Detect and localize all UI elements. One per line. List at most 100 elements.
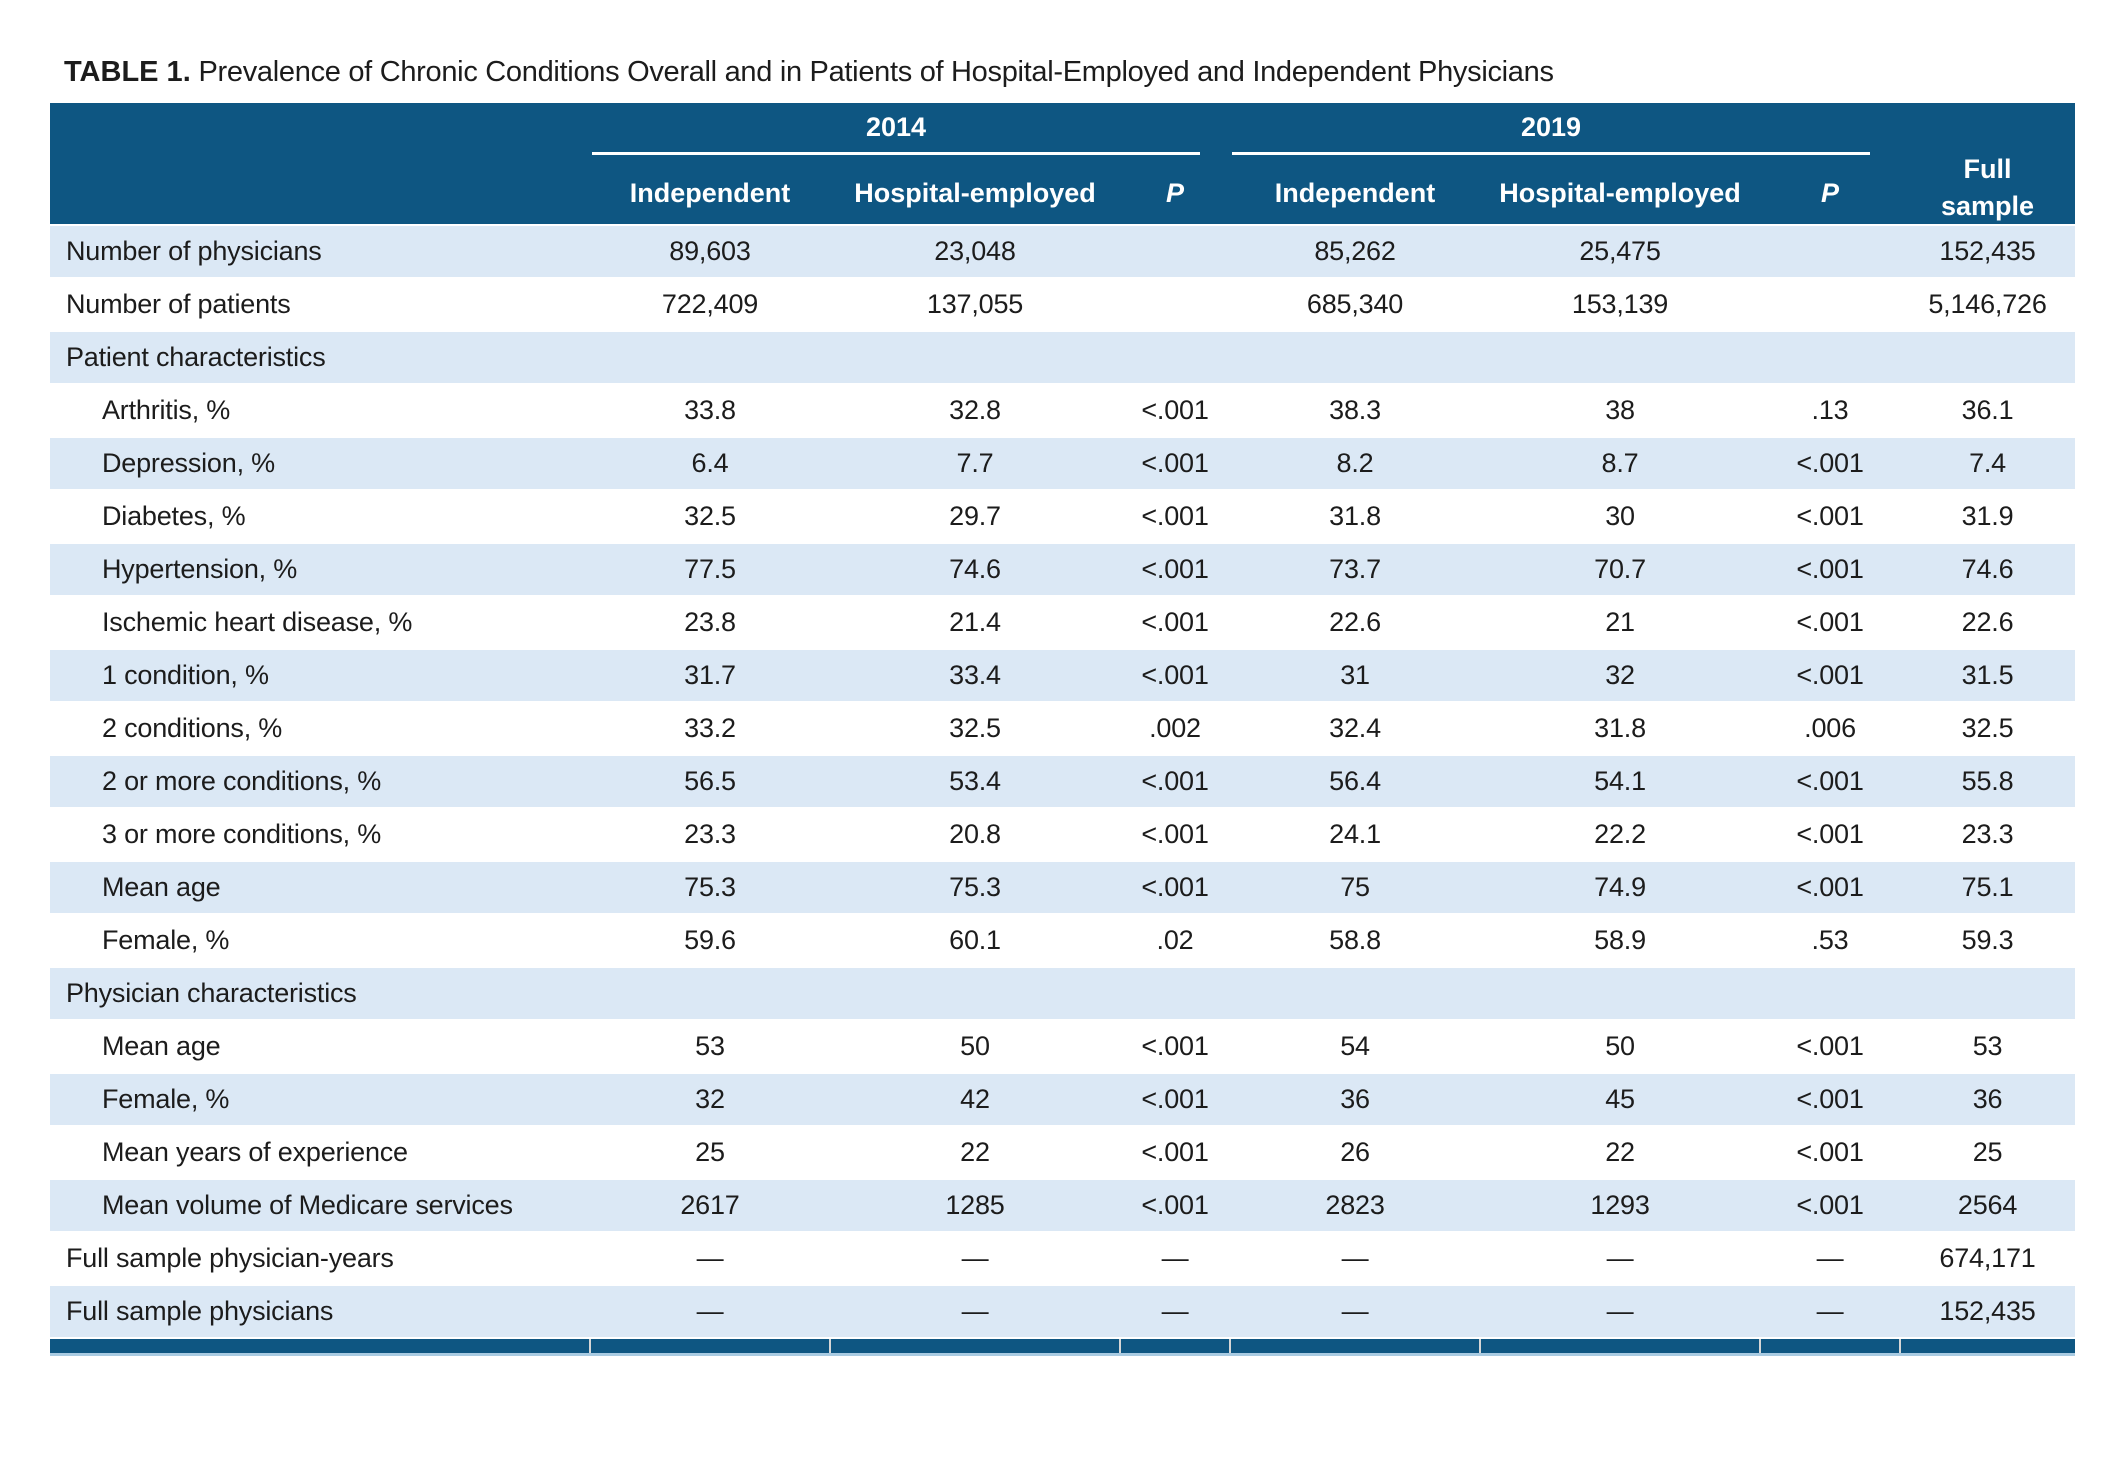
- table-row: Mean volume of Medicare services 2617 12…: [50, 1178, 2076, 1232]
- group-header-2019: 2019: [1230, 103, 1901, 155]
- data-cell: 50: [1480, 1019, 1761, 1073]
- data-cell: <.001: [1760, 648, 1901, 702]
- data-cell: 31.8: [1230, 489, 1481, 543]
- data-cell: <.001: [1760, 1019, 1901, 1073]
- row-label: 2 conditions, %: [50, 701, 590, 755]
- table-title-prefix: TABLE 1.: [64, 56, 191, 88]
- data-cell: 74.9: [1480, 860, 1761, 914]
- data-cell: —: [830, 1231, 1120, 1285]
- data-cell: 89,603: [590, 224, 830, 278]
- data-cell: 36: [1900, 1072, 2076, 1126]
- data-cell: <.001: [1760, 1178, 1901, 1232]
- table-row: Mean age 75.3 75.3 <.001 75 74.9 <.001 7…: [50, 860, 2076, 914]
- table-row: Number of physicians 89,603 23,048 85,26…: [50, 224, 2076, 278]
- data-cell: 22: [1480, 1125, 1761, 1179]
- table-row: Female, % 59.6 60.1 .02 58.8 58.9 .53 59…: [50, 913, 2076, 967]
- data-cell: 73.7: [1230, 542, 1481, 596]
- data-cell: 53: [590, 1019, 830, 1073]
- data-cell: —: [1120, 1284, 1231, 1338]
- row-label: Female, %: [50, 1072, 590, 1126]
- data-cell: 153,139: [1480, 277, 1761, 331]
- row-label: Diabetes, %: [50, 489, 590, 543]
- data-cell: <.001: [1120, 1019, 1231, 1073]
- data-cell: —: [1760, 1284, 1901, 1338]
- row-label-column-header: [50, 103, 590, 225]
- section-row: Patient characteristics: [50, 330, 2076, 384]
- data-cell: 50: [830, 1019, 1120, 1073]
- bottom-bar-segment: [1118, 1337, 1231, 1356]
- data-cell: <.001: [1760, 436, 1901, 490]
- data-cell: [1230, 966, 1481, 1020]
- data-cell: <.001: [1760, 860, 1901, 914]
- data-cell: 23,048: [830, 224, 1120, 278]
- data-cell: 42: [830, 1072, 1120, 1126]
- group-header-2014: 2014: [590, 103, 1231, 155]
- data-cell: 60.1: [830, 913, 1120, 967]
- data-cell: 59.3: [1900, 913, 2076, 967]
- data-cell: 70.7: [1480, 542, 1761, 596]
- row-label: Arthritis, %: [50, 383, 590, 437]
- data-cell: .13: [1760, 383, 1901, 437]
- data-cell: —: [1120, 1231, 1231, 1285]
- row-label: Female, %: [50, 913, 590, 967]
- data-cell: .53: [1760, 913, 1901, 967]
- bottom-border-bar: [50, 1337, 2076, 1356]
- data-cell: 674,171: [1900, 1231, 2076, 1285]
- data-cell: 6.4: [590, 436, 830, 490]
- data-cell: 1285: [830, 1178, 1120, 1232]
- bottom-bar-segment: [829, 1337, 1120, 1356]
- data-cell: —: [1480, 1231, 1761, 1285]
- data-cell: 21.4: [830, 595, 1120, 649]
- data-cell: 8.7: [1480, 436, 1761, 490]
- data-cell: 33.2: [590, 701, 830, 755]
- table-row: Full sample physician-years — — — — — — …: [50, 1231, 2076, 1285]
- data-cell: —: [590, 1231, 830, 1285]
- data-cell: 54.1: [1480, 754, 1761, 808]
- data-cell: <.001: [1120, 807, 1231, 861]
- data-cell: 25: [590, 1125, 830, 1179]
- data-cell: 29.7: [830, 489, 1120, 543]
- data-cell: <.001: [1120, 542, 1231, 596]
- data-cell: [1120, 330, 1231, 384]
- data-cell: 58.8: [1230, 913, 1481, 967]
- bottom-bar-segment: [1229, 1337, 1481, 1356]
- table-row: 3 or more conditions, % 23.3 20.8 <.001 …: [50, 807, 2076, 861]
- data-cell: [1900, 966, 2076, 1020]
- data-cell: [830, 966, 1120, 1020]
- column-header-independent-2019: Independent: [1230, 155, 1481, 225]
- table-row: Full sample physicians — — — — — — 152,4…: [50, 1284, 2076, 1338]
- data-cell: 32.4: [1230, 701, 1481, 755]
- data-cell: 56.5: [590, 754, 830, 808]
- data-cell: 30: [1480, 489, 1761, 543]
- data-cell: [1120, 277, 1231, 331]
- data-cell: 23.8: [590, 595, 830, 649]
- data-cell: —: [1230, 1231, 1481, 1285]
- data-cell: 32.5: [830, 701, 1120, 755]
- data-cell: <.001: [1120, 436, 1231, 490]
- data-cell: 75.3: [830, 860, 1120, 914]
- table-row: Depression, % 6.4 7.7 <.001 8.2 8.7 <.00…: [50, 436, 2076, 490]
- data-cell: 31.7: [590, 648, 830, 702]
- data-cell: 722,409: [590, 277, 830, 331]
- data-cell: 7.7: [830, 436, 1120, 490]
- section-row: Physician characteristics: [50, 966, 2076, 1020]
- data-cell: [1760, 330, 1901, 384]
- data-cell: <.001: [1120, 860, 1231, 914]
- table-title: TABLE 1. Prevalence of Chronic Condition…: [64, 56, 1554, 89]
- data-cell: [1120, 966, 1231, 1020]
- data-cell: <.001: [1760, 807, 1901, 861]
- data-cell: 75.3: [590, 860, 830, 914]
- group-label-2014: 2014: [592, 112, 1201, 155]
- data-cell: 31.8: [1480, 701, 1761, 755]
- data-cell: 33.8: [590, 383, 830, 437]
- data-cell: 23.3: [590, 807, 830, 861]
- data-cell: 77.5: [590, 542, 830, 596]
- row-label: Ischemic heart disease, %: [50, 595, 590, 649]
- data-cell: <.001: [1760, 542, 1901, 596]
- data-cell: [590, 966, 830, 1020]
- data-cell: 54: [1230, 1019, 1481, 1073]
- table-row: Ischemic heart disease, % 23.8 21.4 <.00…: [50, 595, 2076, 649]
- data-cell: <.001: [1120, 383, 1231, 437]
- full-sample-header-label: Full sample: [1941, 154, 2035, 221]
